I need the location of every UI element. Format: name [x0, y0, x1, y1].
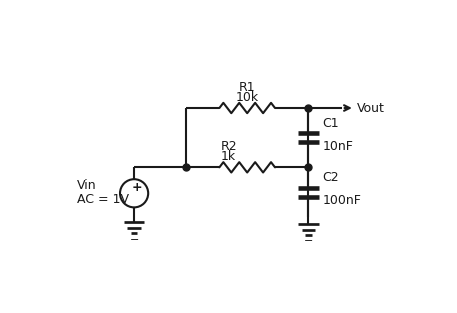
Text: Vout: Vout — [357, 101, 385, 115]
Text: 10nF: 10nF — [323, 140, 353, 152]
Text: −: − — [304, 237, 313, 247]
Text: −: − — [129, 235, 139, 245]
Text: 1k: 1k — [221, 150, 236, 163]
Text: 100nF: 100nF — [323, 194, 361, 207]
Text: AC = 1V: AC = 1V — [77, 193, 128, 207]
Text: Vin: Vin — [77, 179, 96, 192]
Text: C1: C1 — [323, 116, 339, 130]
Text: R2: R2 — [220, 140, 237, 153]
Text: +: + — [131, 181, 142, 194]
Text: R1: R1 — [239, 81, 255, 94]
Text: C2: C2 — [323, 171, 339, 184]
Text: 10k: 10k — [236, 90, 259, 104]
